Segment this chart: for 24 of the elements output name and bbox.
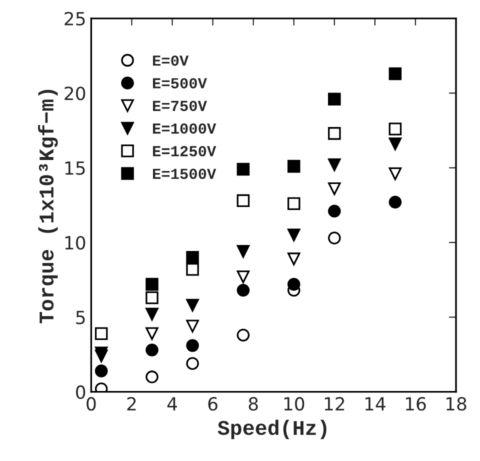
legend-label: E=1250V bbox=[152, 146, 216, 156]
x-tick-label: 18 bbox=[446, 397, 466, 411]
x-tick-label: 6 bbox=[208, 397, 218, 411]
x-tick-label: 10 bbox=[284, 397, 304, 411]
x-tick-label: 2 bbox=[127, 397, 136, 410]
x-tick-label: 14 bbox=[365, 397, 386, 410]
y-tick-label: 25 bbox=[64, 12, 85, 26]
y-tick-label: 20 bbox=[64, 86, 86, 100]
legend-label: E=750V bbox=[152, 100, 207, 112]
legend-label: E=500V bbox=[152, 78, 207, 88]
x-tick-label: 16 bbox=[406, 397, 426, 411]
x-axis-title: Speed(Hz) bbox=[218, 420, 326, 440]
y-tick-label: 5 bbox=[76, 310, 85, 324]
x-tick-label: 4 bbox=[167, 397, 177, 410]
legend-label: E=1000V bbox=[152, 123, 216, 134]
y-axis-title: Torque (1x10³Kgf−m) bbox=[38, 90, 58, 324]
y-tick-label: 10 bbox=[65, 236, 86, 250]
x-tick-label: 8 bbox=[248, 397, 258, 411]
x-tick-label: 0 bbox=[86, 397, 96, 411]
legend-label: E=1500V bbox=[152, 168, 216, 180]
y-tick-label: 0 bbox=[76, 385, 86, 399]
y-tick-label: 15 bbox=[65, 162, 85, 175]
x-tick-label: 12 bbox=[324, 397, 344, 410]
legend-label: E=0V bbox=[152, 55, 189, 66]
